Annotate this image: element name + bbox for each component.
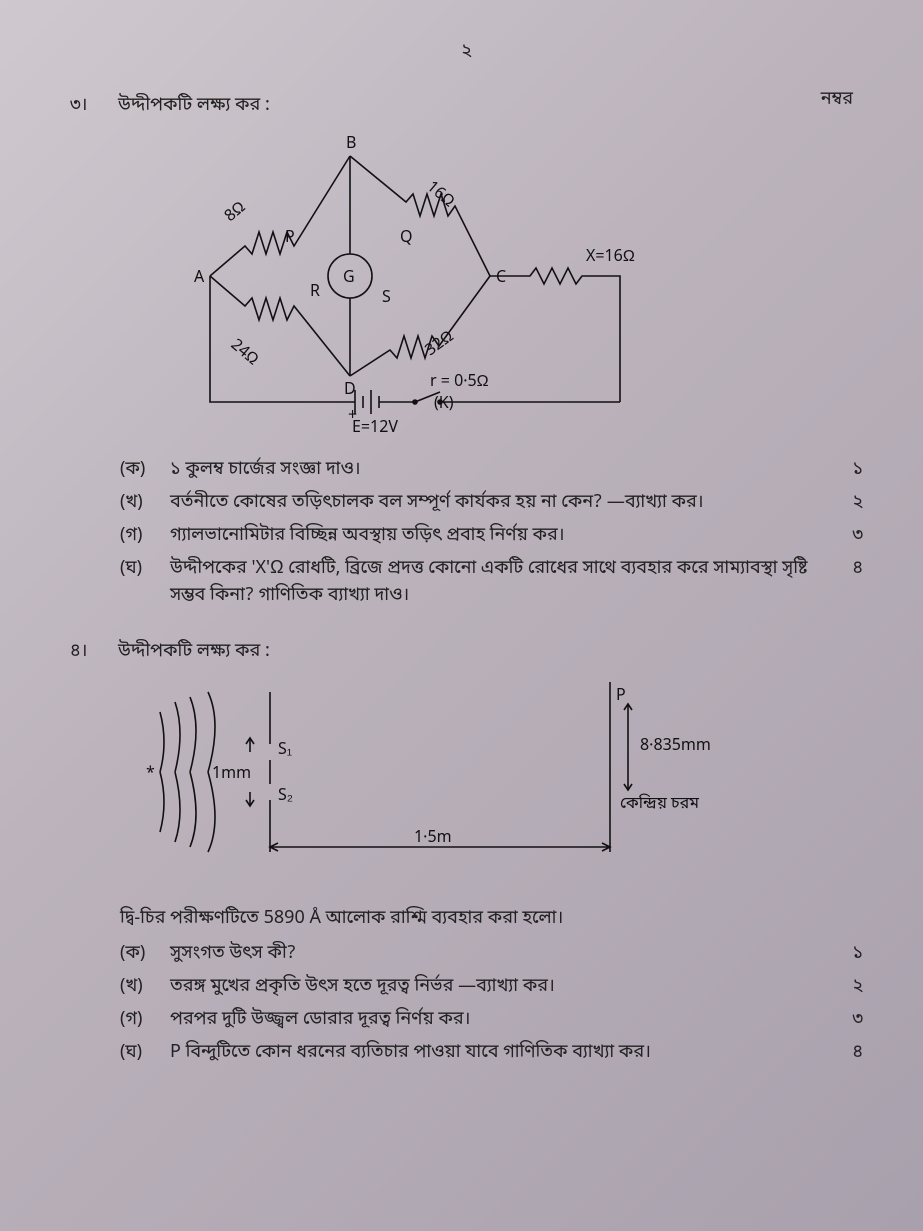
q4-sub-d: (ঘ) P বিন্দুটিতে কোন ধরনের ব্যতিচার পাওয… — [120, 1040, 863, 1067]
q3-sub-a: (ক) ১ কুলম্ব চার্জের সংজ্ঞা দাও। ১ — [120, 457, 863, 484]
arm-Q: Q — [400, 227, 413, 249]
page-number: ২ — [70, 40, 863, 64]
node-C: C — [496, 267, 506, 289]
sub-label: (ক) — [120, 941, 160, 968]
central-max-label: কেন্দ্রিয় চরম — [620, 793, 699, 815]
slit-sep-label: 1mm — [212, 763, 251, 785]
sub-label: (খ) — [120, 974, 160, 1001]
question-4: ৪। উদ্দীপকটি লক্ষ্য কর : — [70, 640, 863, 1067]
sub-text: গ্যালভানোমিটার বিচ্ছিন্ন অবস্থায় তড়িৎ … — [170, 523, 823, 550]
res-AB: 8Ω — [220, 197, 250, 227]
node-B: B — [346, 133, 356, 155]
q4-title: উদ্দীপকটি লক্ষ্য কর : — [118, 640, 270, 664]
p-label: P — [616, 685, 626, 707]
wheatstone-bridge-svg: G X=16Ω — [130, 126, 690, 436]
sub-marks: ৩ — [833, 523, 863, 550]
sub-text: P বিন্দুটিতে কোন ধরনের ব্যতিচার পাওয়া য… — [170, 1040, 823, 1067]
key-label: (K) — [434, 393, 454, 415]
internal-resistance-label: r = 0·5Ω — [430, 371, 489, 393]
q4-sub-b: (খ) তরঙ্গ মুখের প্রকৃতি উৎস হতে দূরত্ব ন… — [120, 974, 863, 1001]
q3-diagram: G X=16Ω — [130, 126, 863, 443]
exam-page: ২ নম্বর ৩। উদ্দীপকটি লক্ষ্য কর : — [0, 0, 923, 1231]
q4-subquestions: (ক) সুসংগত উৎস কী? ১ (খ) তরঙ্গ মুখের প্র… — [120, 941, 863, 1067]
q4-caption: দ্বি-চির পরীক্ষণটিতে 5890 Å আলোক রাশ্মি … — [120, 907, 813, 931]
s1-label: S₁ — [278, 739, 292, 761]
sub-text: ১ কুলম্ব চার্জের সংজ্ঞা দাও। — [170, 457, 823, 484]
s2-label: S₂ — [278, 785, 293, 807]
sub-text: পরপর দুটি উজ্জ্বল ডোরার দূরত্ব নির্ণয় ক… — [170, 1007, 823, 1034]
q4-sub-a: (ক) সুসংগত উৎস কী? ১ — [120, 941, 863, 968]
sub-label: (গ) — [120, 523, 160, 550]
sub-label: (ঘ) — [120, 1040, 160, 1067]
arm-R: R — [310, 281, 320, 303]
screen-dist-label: 1·5m — [414, 827, 452, 849]
question-3: ৩। উদ্দীপকটি লক্ষ্য কর : — [70, 94, 863, 610]
q3-heading: ৩। উদ্দীপকটি লক্ষ্য কর : — [70, 94, 863, 118]
q4-number: ৪। — [70, 640, 104, 664]
q3-sub-c: (গ) গ্যালভানোমিটার বিচ্ছিন্ন অবস্থায় তড… — [120, 523, 863, 550]
sub-marks: ২ — [833, 974, 863, 1001]
x-resistor-label: X=16Ω — [586, 246, 635, 268]
galvanometer-label: G — [343, 267, 355, 289]
q3-number: ৩। — [70, 94, 104, 118]
sub-marks: ৪ — [833, 1040, 863, 1067]
sub-text: বর্তনীতে কোষের তড়িৎচালক বল সম্পূর্ণ কার… — [170, 490, 823, 517]
sub-label: (ঘ) — [120, 556, 160, 583]
sub-text: তরঙ্গ মুখের প্রকৃতি উৎস হতে দূরত্ব নির্ভ… — [170, 974, 823, 1001]
sub-label: (ক) — [120, 457, 160, 484]
sub-marks: ৪ — [833, 556, 863, 583]
node-D: D — [344, 379, 356, 401]
sub-marks: ২ — [833, 490, 863, 517]
source-asterisk: * — [146, 763, 155, 785]
q3-sub-d: (ঘ) উদ্দীপকের 'X'Ω রোধটি, ব্রিজে প্রদত্ত… — [120, 556, 863, 610]
double-slit-svg: * 1mm S₁ S₂ P 8·835mm কেন্দ্রিয় চরম 1·5… — [130, 672, 750, 882]
arm-P: P — [285, 227, 295, 249]
q4-diagram: * 1mm S₁ S₂ P 8·835mm কেন্দ্রিয় চরম 1·5… — [130, 672, 863, 889]
q3-title: উদ্দীপকটি লক্ষ্য কর : — [118, 94, 270, 118]
sub-marks: ১ — [833, 941, 863, 968]
sub-label: (গ) — [120, 1007, 160, 1034]
sub-text: উদ্দীপকের 'X'Ω রোধটি, ব্রিজে প্রদত্ত কোন… — [170, 556, 823, 610]
p-dist-label: 8·835mm — [640, 735, 711, 757]
emf-label: E=12V — [352, 417, 398, 436]
sub-marks: ৩ — [833, 1007, 863, 1034]
q4-heading: ৪। উদ্দীপকটি লক্ষ্য কর : — [70, 640, 863, 664]
node-A: A — [194, 267, 205, 289]
arm-S: S — [382, 287, 391, 309]
res-DC: 32Ω — [421, 326, 458, 362]
res-AD: 24Ω — [226, 335, 263, 371]
sub-label: (খ) — [120, 490, 160, 517]
q3-subquestions: (ক) ১ কুলম্ব চার্জের সংজ্ঞা দাও। ১ (খ) ব… — [120, 457, 863, 610]
q4-sub-c: (গ) পরপর দুটি উজ্জ্বল ডোরার দূরত্ব নির্ণ… — [120, 1007, 863, 1034]
sub-text: সুসংগত উৎস কী? — [170, 941, 823, 968]
q3-sub-b: (খ) বর্তনীতে কোষের তড়িৎচালক বল সম্পূর্ণ… — [120, 490, 863, 517]
sub-marks: ১ — [833, 457, 863, 484]
